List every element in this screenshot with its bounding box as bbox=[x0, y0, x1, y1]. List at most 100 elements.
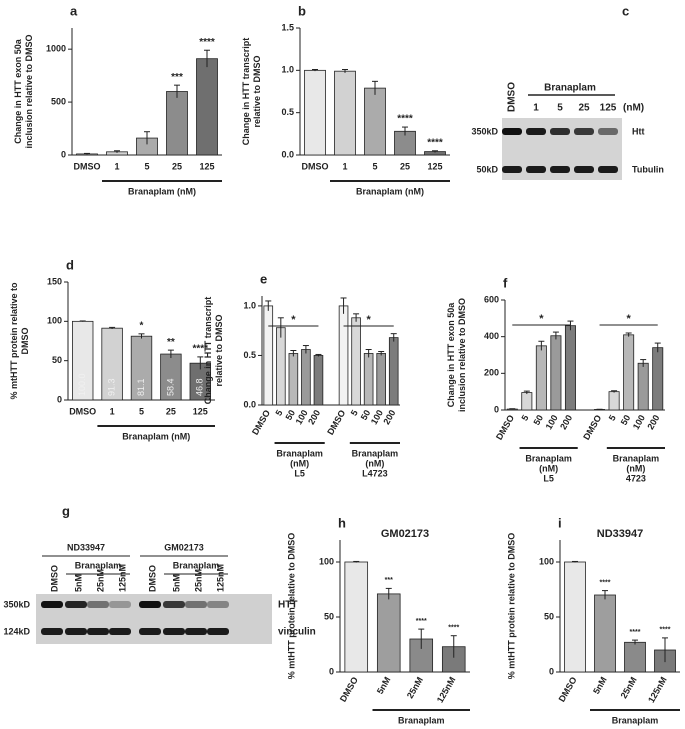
y-axis-label: inclusion relative to DMSO bbox=[457, 298, 467, 412]
bar bbox=[388, 337, 399, 406]
y-tick-label: 0 bbox=[494, 404, 499, 414]
blot-band bbox=[185, 601, 207, 608]
panel-letter: g bbox=[62, 503, 70, 518]
y-axis-label: % mtHTT protein relative to DMSO bbox=[286, 533, 296, 680]
lane-label: 25nM bbox=[95, 569, 105, 592]
panel-letter: e bbox=[260, 271, 267, 286]
bar bbox=[623, 334, 635, 411]
blot-band bbox=[41, 628, 63, 635]
significance: ** bbox=[167, 337, 175, 348]
blot-header: Branaplam bbox=[544, 83, 596, 94]
blot-band bbox=[550, 166, 570, 173]
panel-letter: a bbox=[70, 3, 78, 18]
treatment-label: Branaplam bbox=[173, 560, 220, 570]
size-marker: 124kD bbox=[3, 626, 30, 636]
bar bbox=[550, 335, 562, 411]
blot-band bbox=[598, 128, 618, 135]
significance: **** bbox=[397, 114, 413, 125]
x-tick-label: DMSO bbox=[494, 413, 516, 441]
significance: * bbox=[291, 314, 296, 326]
y-tick-label: 1.5 bbox=[281, 22, 294, 32]
y-axis-label: Change in HTT transcript bbox=[241, 38, 251, 146]
significance: **** bbox=[193, 344, 209, 355]
x-tick-label: 5nM bbox=[591, 675, 609, 696]
y-tick-label: 50 bbox=[52, 355, 62, 365]
lane-label: DMSO bbox=[147, 565, 157, 592]
x-tick-label: 5 bbox=[607, 413, 618, 422]
lane-label: 25 bbox=[578, 103, 590, 114]
blot-band bbox=[87, 628, 109, 635]
panel-letter: f bbox=[503, 275, 508, 290]
significance: **** bbox=[448, 625, 459, 632]
x-tick-label: 50 bbox=[531, 413, 545, 427]
panel-letter: b bbox=[298, 3, 306, 18]
y-tick-label: 0 bbox=[61, 149, 66, 159]
lane-label: 125nM bbox=[215, 564, 225, 592]
value-label: 58.4 bbox=[165, 378, 175, 396]
x-tick-label: 125 bbox=[193, 406, 208, 416]
x-tick-label: 100 bbox=[631, 413, 647, 431]
significance: *** bbox=[385, 577, 393, 584]
bar bbox=[564, 325, 576, 411]
blot-band bbox=[109, 601, 131, 608]
significance: * bbox=[140, 320, 144, 331]
bar bbox=[313, 355, 324, 406]
bar bbox=[594, 594, 616, 673]
blot-band bbox=[41, 601, 63, 608]
bar bbox=[637, 362, 649, 411]
x-tick-label: 200 bbox=[558, 413, 574, 431]
group-label: 4723 bbox=[626, 473, 646, 483]
x-tick-label: 100 bbox=[544, 413, 560, 431]
y-tick-label: 0 bbox=[329, 666, 334, 676]
blot-band bbox=[139, 628, 161, 635]
blot-band bbox=[163, 601, 185, 608]
significance: * bbox=[539, 313, 544, 325]
x-tick-label: 50 bbox=[283, 408, 297, 422]
blot-band bbox=[87, 601, 109, 608]
y-tick-label: 50 bbox=[324, 611, 334, 621]
significance: **** bbox=[630, 629, 641, 636]
group-label: Branaplam (nM) bbox=[128, 186, 196, 196]
group-label: Branaplam bbox=[525, 453, 572, 463]
group-label: Branaplam (nM) bbox=[122, 431, 190, 441]
value-label: 100.0 bbox=[77, 373, 87, 396]
group-name: ND33947 bbox=[67, 542, 105, 552]
panel-letter: i bbox=[558, 515, 562, 530]
bar bbox=[564, 561, 586, 673]
group-label: Branaplam bbox=[276, 448, 323, 458]
x-tick-label: 25nM bbox=[619, 675, 639, 700]
significance: **** bbox=[199, 37, 215, 48]
protein-label: Htt bbox=[632, 126, 645, 136]
y-tick-label: 100 bbox=[319, 556, 334, 566]
x-tick-label: DMSO bbox=[338, 675, 360, 703]
blot-band bbox=[574, 128, 594, 135]
y-tick-label: 50 bbox=[544, 611, 554, 621]
y-axis-label: Change in HTT exon 50a bbox=[13, 38, 23, 144]
x-tick-label: 125nM bbox=[646, 675, 669, 704]
y-axis-label: inclusion relative to DMSO bbox=[24, 34, 34, 148]
significance: *** bbox=[171, 72, 183, 83]
x-tick-label: 25nM bbox=[405, 675, 425, 700]
group-label: L5 bbox=[294, 468, 305, 478]
y-tick-label: 400 bbox=[484, 331, 499, 341]
y-axis-label: relative to DMSO bbox=[252, 55, 262, 127]
blot-band bbox=[574, 166, 594, 173]
group-label: (nM) bbox=[626, 463, 645, 473]
blot-band bbox=[207, 601, 229, 608]
treatment-label: Branaplam bbox=[75, 560, 122, 570]
x-tick-label: DMSO bbox=[69, 406, 96, 416]
blot-band bbox=[526, 128, 546, 135]
y-tick-label: 600 bbox=[484, 294, 499, 304]
bar bbox=[351, 317, 361, 406]
significance: * bbox=[626, 313, 631, 325]
x-tick-label: 5 bbox=[519, 413, 530, 422]
group-label: (nM) bbox=[365, 458, 384, 468]
bar bbox=[276, 327, 286, 406]
y-tick-label: 0.5 bbox=[243, 350, 256, 360]
bar bbox=[196, 58, 218, 156]
significance: **** bbox=[427, 137, 443, 148]
x-tick-label: 1 bbox=[110, 406, 115, 416]
significance: **** bbox=[416, 618, 427, 625]
y-axis-label: relative to DMSO bbox=[214, 314, 224, 386]
bar bbox=[334, 70, 356, 156]
